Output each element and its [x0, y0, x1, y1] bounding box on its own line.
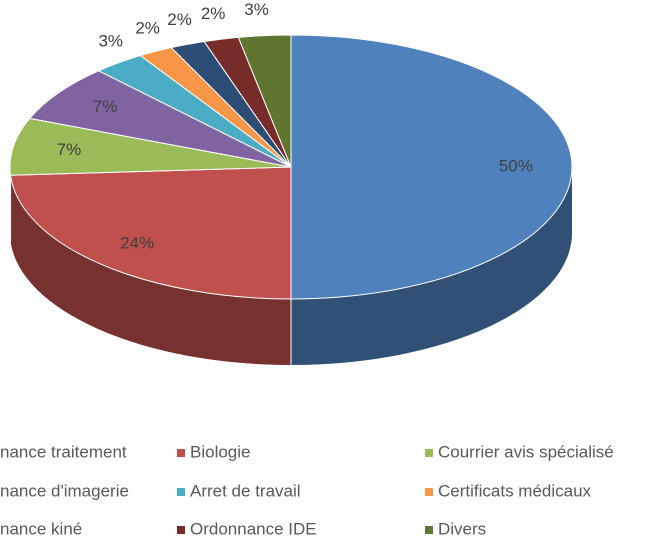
pie-slice — [290, 34, 573, 300]
legend-marker — [177, 449, 185, 457]
data-label: 7% — [93, 97, 118, 116]
data-label: 3% — [98, 31, 123, 50]
legend-label: Certificats médicaux — [438, 481, 592, 500]
legend-label: Biologie — [190, 442, 251, 461]
legend-label: Ordonnance IDE — [190, 519, 317, 538]
data-label: 24% — [120, 233, 154, 252]
legend-marker — [425, 526, 433, 534]
pie-side-shade — [10, 175, 291, 365]
data-label: 2% — [135, 18, 160, 37]
data-label: 3% — [244, 0, 269, 19]
pie-slice — [9, 117, 292, 176]
legend-label: nance kiné — [0, 519, 82, 538]
data-label: 7% — [57, 140, 82, 159]
pie-slice — [9, 166, 292, 300]
pie-side — [291, 167, 572, 365]
data-label: 2% — [167, 10, 192, 29]
legend-marker — [177, 488, 185, 496]
pie-side — [10, 175, 291, 365]
pie-side-shade — [291, 167, 572, 365]
legend-label: nance traitement — [0, 442, 127, 461]
legend-marker — [425, 449, 433, 457]
legend-label: Arret de travail — [190, 481, 301, 500]
pie-slice — [28, 70, 292, 168]
legend-marker — [425, 488, 433, 496]
data-label: 50% — [499, 156, 533, 175]
legend-label: nance d'imagerie — [0, 481, 129, 500]
legend-marker — [177, 526, 185, 534]
data-label: 2% — [201, 4, 226, 23]
legend-label: Divers — [438, 519, 486, 538]
legend-label: Courrier avis spécialisé — [438, 442, 614, 461]
pie-slice — [237, 34, 292, 168]
